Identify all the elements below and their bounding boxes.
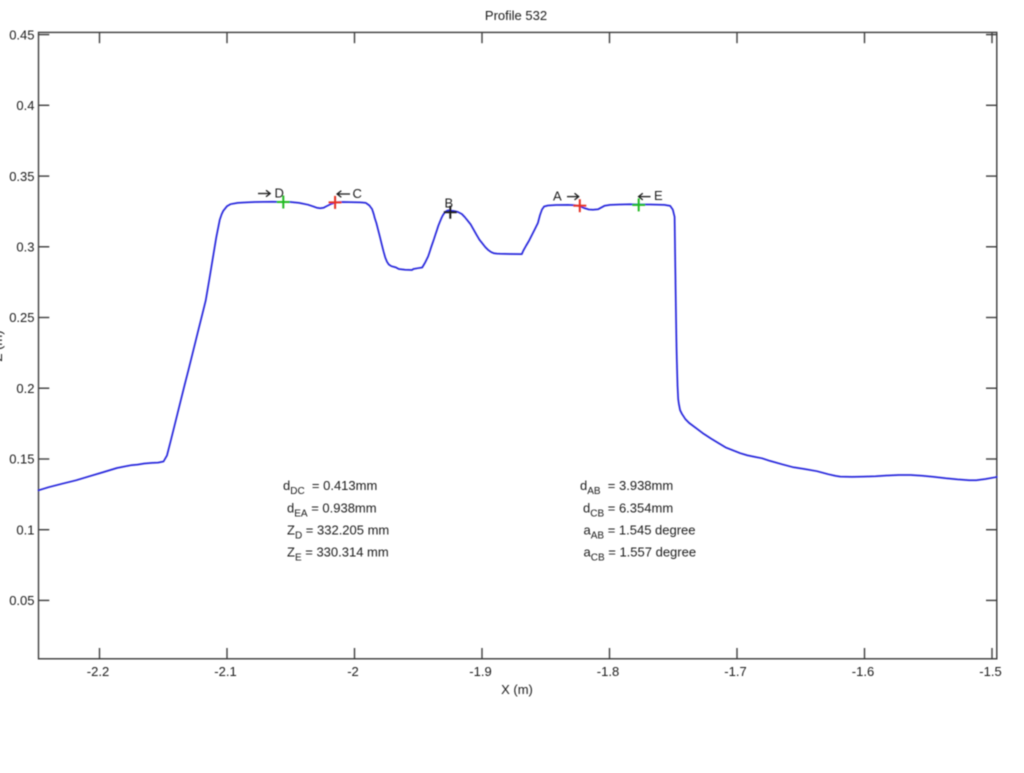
svg-text:C: C — [353, 186, 362, 201]
svg-text:-1.7: -1.7 — [724, 664, 746, 679]
svg-text:B: B — [445, 195, 454, 210]
svg-text:-2.1: -2.1 — [214, 664, 236, 679]
svg-text:-1.8: -1.8 — [597, 664, 619, 679]
svg-text:dEA = 0.938mm: dEA = 0.938mm — [287, 501, 377, 520]
svg-text:E: E — [654, 188, 663, 203]
svg-text:0.05: 0.05 — [9, 593, 34, 608]
svg-text:0.4: 0.4 — [16, 98, 34, 113]
svg-text:dDC = 0.413mm: dDC = 0.413mm — [283, 478, 377, 497]
svg-text:0.25: 0.25 — [9, 310, 34, 325]
svg-text:dAB = 3.938mm: dAB = 3.938mm — [580, 478, 673, 497]
svg-text:0.15: 0.15 — [9, 452, 34, 467]
svg-text:0.1: 0.1 — [16, 522, 34, 537]
svg-text:-1.9: -1.9 — [469, 664, 491, 679]
svg-text:Profile 532: Profile 532 — [485, 8, 547, 23]
svg-text:-2.2: -2.2 — [87, 664, 109, 679]
svg-text:-1.6: -1.6 — [852, 664, 874, 679]
svg-text:0.45: 0.45 — [9, 27, 34, 42]
svg-text:A: A — [553, 189, 562, 204]
svg-text:X (m): X (m) — [501, 682, 533, 697]
svg-text:D: D — [275, 186, 284, 201]
svg-text:-1.5: -1.5 — [979, 664, 1001, 679]
svg-text:0.3: 0.3 — [16, 240, 34, 255]
svg-text:0.35: 0.35 — [9, 169, 34, 184]
svg-text:ZE = 330.314 mm: ZE = 330.314 mm — [287, 545, 389, 564]
svg-text:Z (m): Z (m) — [0, 330, 5, 361]
svg-text:0.2: 0.2 — [16, 381, 34, 396]
svg-text:ZD = 332.205 mm: ZD = 332.205 mm — [287, 523, 389, 542]
svg-text:aCB = 1.557 degree: aCB = 1.557 degree — [584, 545, 697, 564]
svg-text:aAB = 1.545 degree: aAB = 1.545 degree — [584, 523, 696, 542]
svg-text:-2: -2 — [347, 664, 359, 679]
svg-text:dCB = 6.354mm: dCB = 6.354mm — [583, 501, 673, 520]
